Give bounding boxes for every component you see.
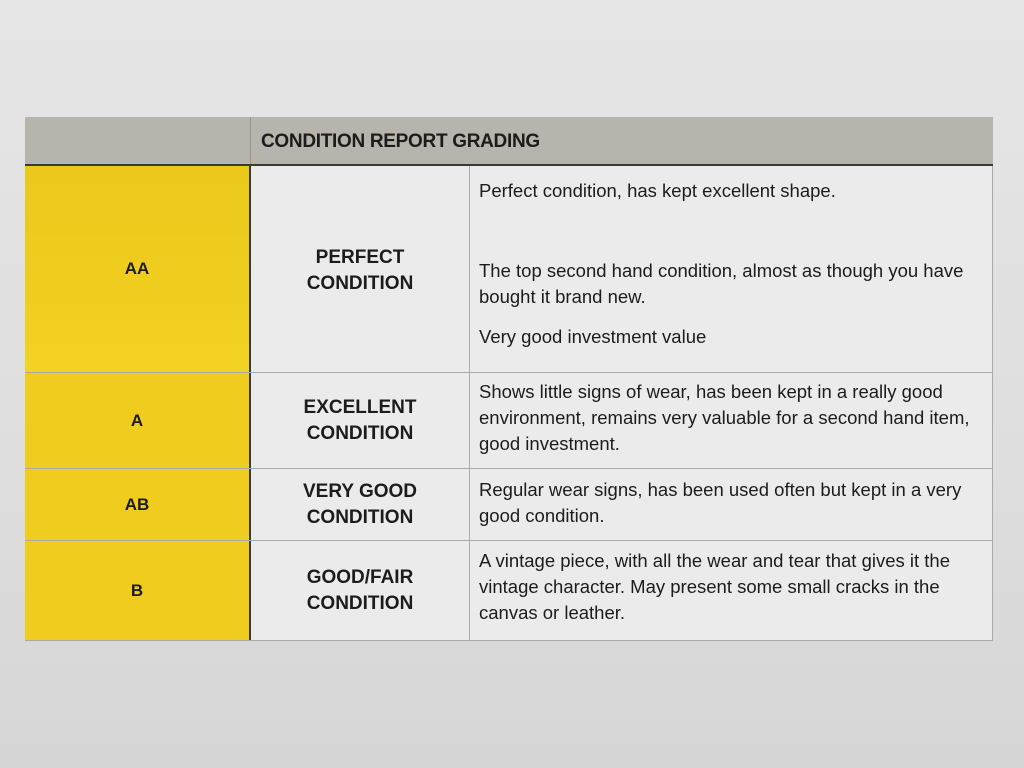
table-title: CONDITION REPORT GRADING [261, 131, 540, 152]
condition-name-text: VERY GOOD CONDITION [302, 480, 418, 528]
grade-cell-ab: AB [25, 469, 251, 540]
table-bottom-border [25, 640, 993, 641]
table-header: CONDITION REPORT GRADING [25, 117, 993, 166]
grade-cell-aa: AA [25, 166, 251, 372]
description-line: A vintage piece, with all the wear and t… [479, 550, 951, 623]
table-right-border [992, 166, 993, 641]
description-line: Shows little signs of wear, has been kep… [479, 381, 970, 454]
condition-name-text: EXCELLENT CONDITION [303, 396, 417, 444]
header-divider [250, 117, 251, 164]
condition-name-text: PERFECT CONDITION [306, 247, 414, 294]
condition-description-very-good: Regular wear signs, has been used often … [470, 469, 993, 540]
description-line: The top second hand condition, almost as… [479, 260, 964, 307]
description-line: Regular wear signs, has been used often … [479, 479, 962, 526]
row-divider [25, 540, 993, 541]
row-divider [25, 372, 993, 373]
condition-name-very-good: VERY GOOD CONDITION [251, 469, 470, 540]
condition-name-good-fair: GOOD/FAIR CONDITION [251, 541, 470, 641]
grade-cell-a: A [25, 373, 251, 468]
condition-description-excellent: Shows little signs of wear, has been kep… [470, 373, 993, 468]
condition-description-good-fair: A vintage piece, with all the wear and t… [470, 541, 993, 641]
description-line: Very good investment value [479, 326, 707, 347]
row-divider [25, 468, 993, 469]
description-line: Perfect condition, has kept excellent sh… [479, 180, 836, 201]
condition-name-text: GOOD/FAIR CONDITION [306, 567, 414, 614]
condition-name-perfect: PERFECT CONDITION [251, 166, 470, 372]
condition-name-excellent: EXCELLENT CONDITION [251, 373, 470, 468]
condition-grading-table: CONDITION REPORT GRADING AA PERFECT COND… [25, 117, 993, 641]
condition-description-perfect: Perfect condition, has kept excellent sh… [470, 166, 993, 372]
grade-cell-b: B [25, 541, 251, 641]
